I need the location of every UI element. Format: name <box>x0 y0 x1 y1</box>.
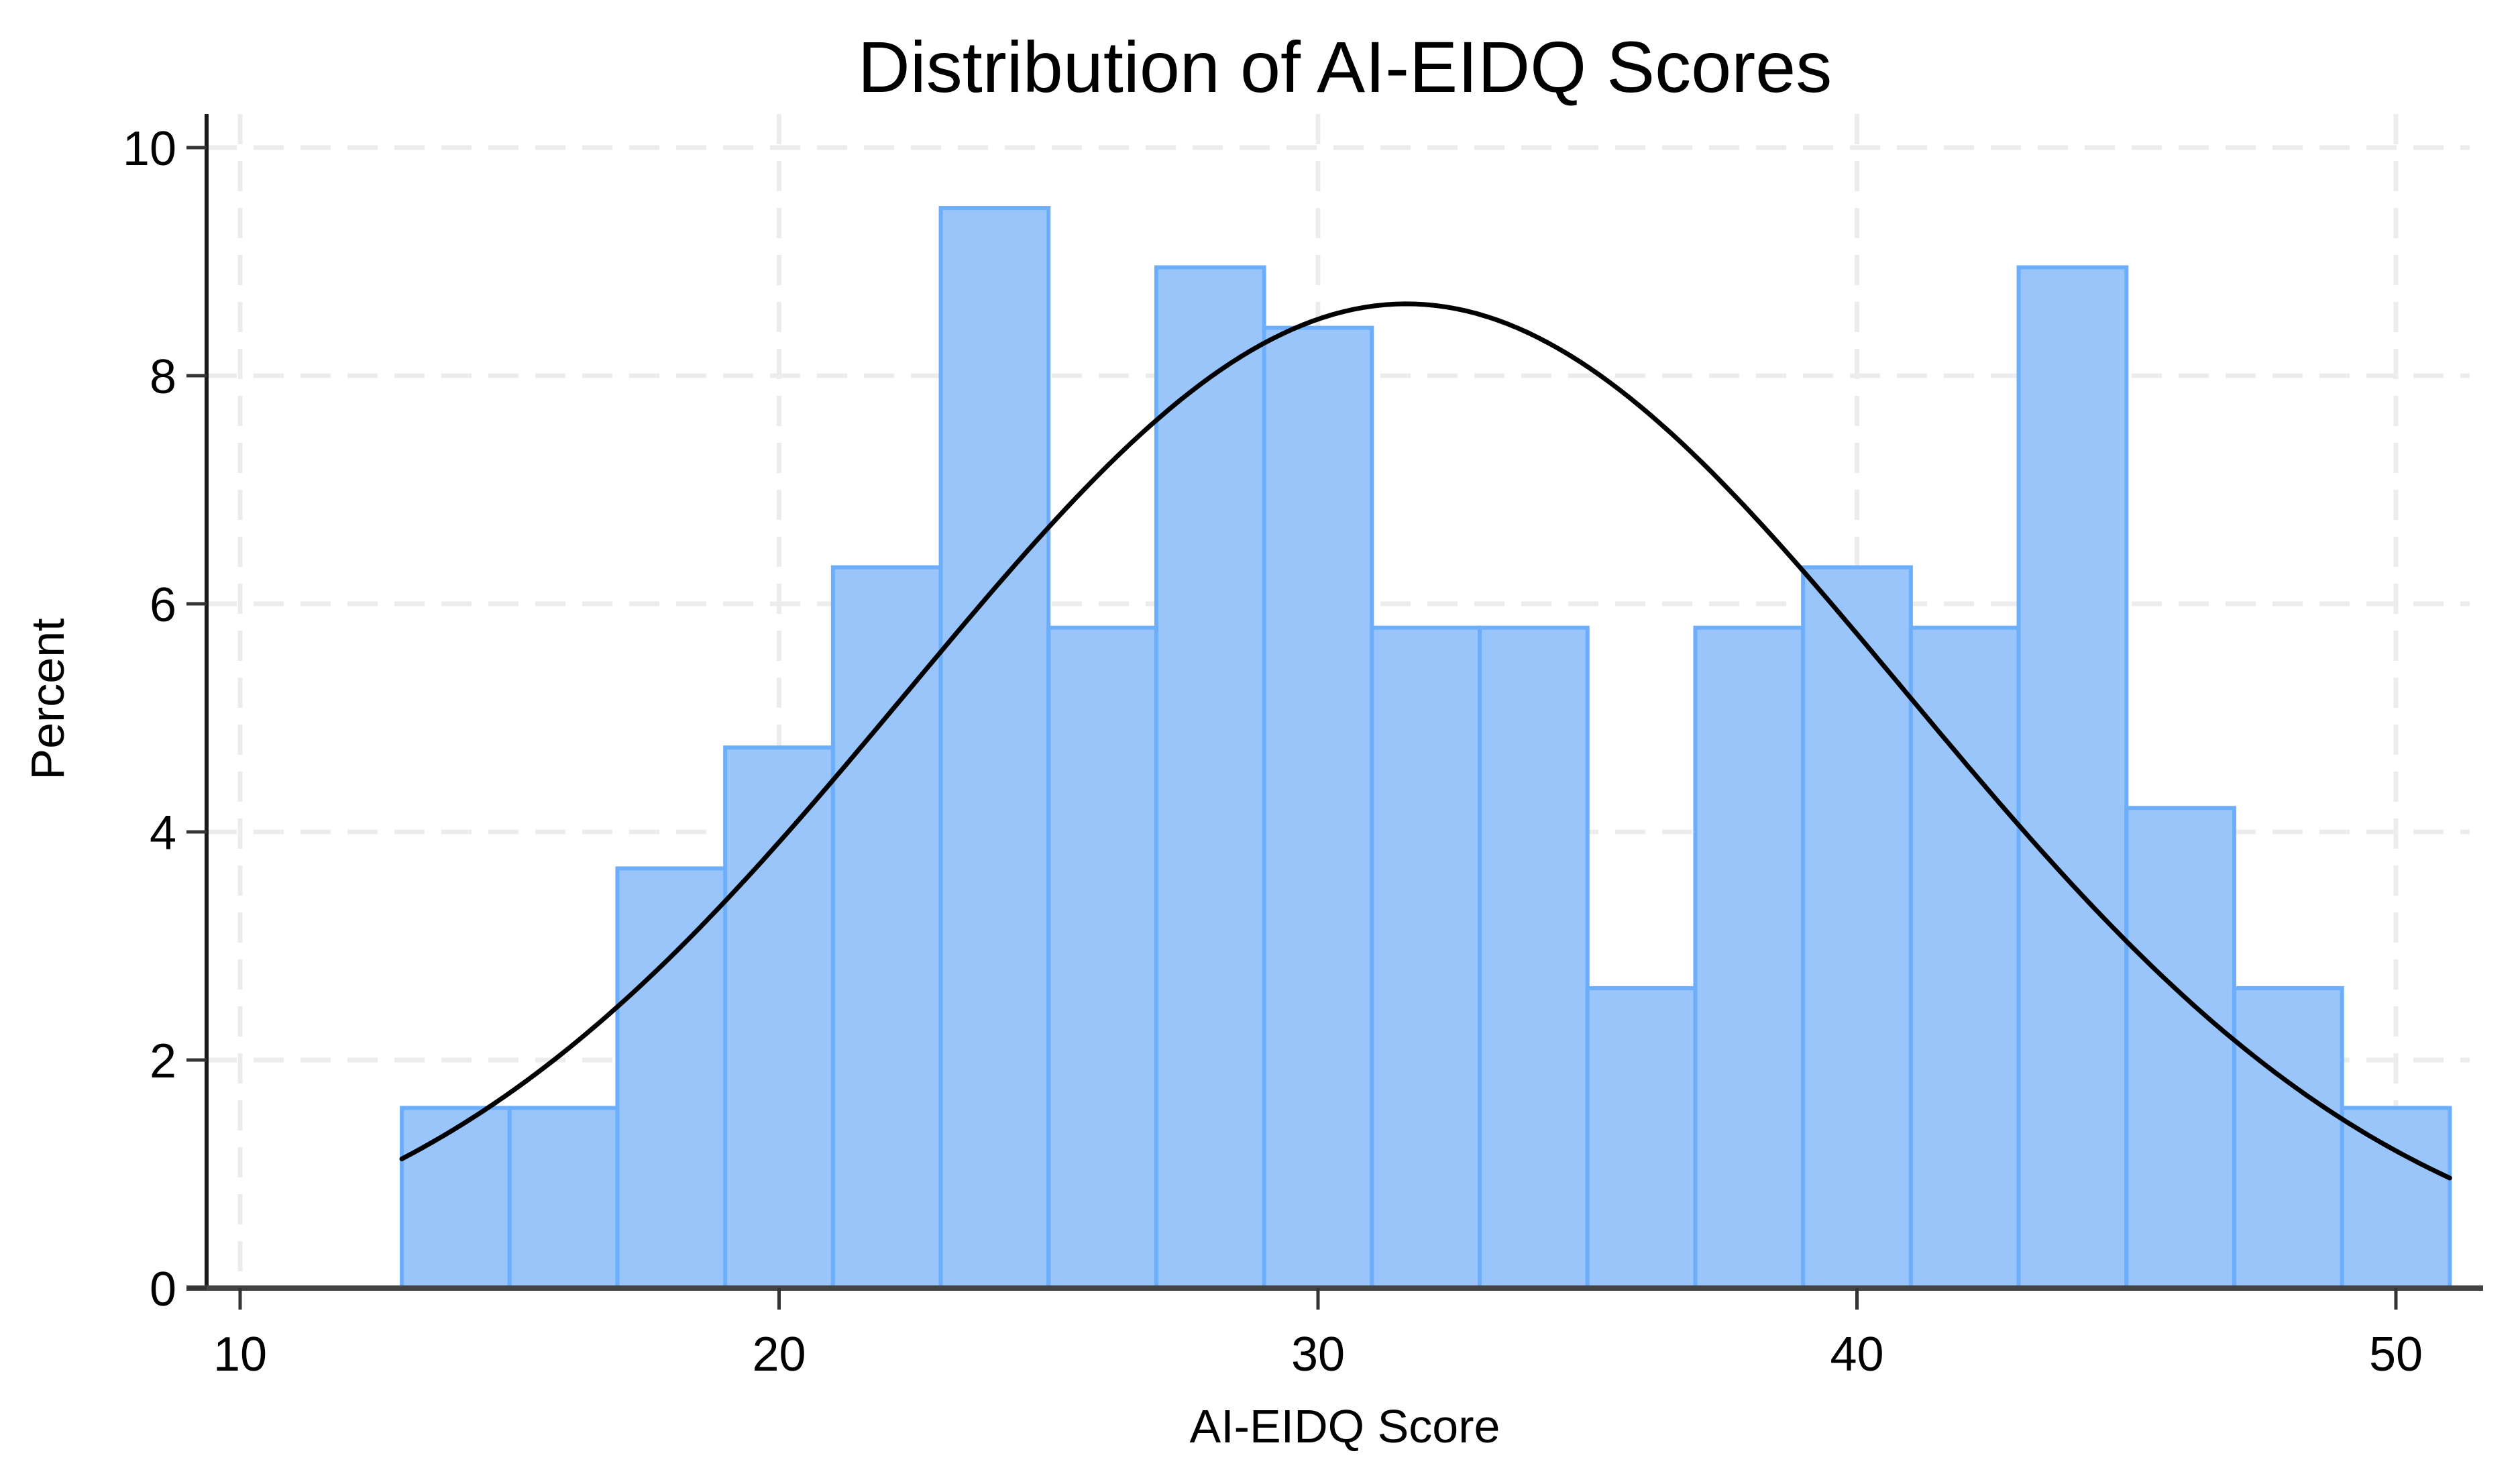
x-axis-ticks: 10 20 30 40 50 <box>213 1288 2423 1381</box>
y-tick-label: 6 <box>150 578 176 632</box>
y-axis-title: Percent <box>21 618 74 780</box>
histogram-bar: 15-17: 1.58% <box>507 1106 620 1291</box>
histogram-bar: 13-15: 1.58% <box>400 1106 512 1291</box>
y-tick-label: 2 <box>150 1035 176 1088</box>
normal-density-curve <box>399 301 2452 1181</box>
chart-title: Distribution of AI-EIDQ Scores <box>858 26 1832 107</box>
y-axis-ticks: 0 2 4 6 8 10 <box>123 122 207 1316</box>
histogram-bar: 45-47: 4.21% <box>2124 806 2236 1291</box>
histogram-bar: 33-35: 5.79% <box>1478 625 1590 1290</box>
histogram-bar: 29-31: 8.42% <box>1262 325 1374 1291</box>
axes <box>186 114 2483 1291</box>
y-tick-label: 8 <box>150 350 176 404</box>
histogram-bar: 41-43: 5.79% <box>1908 625 2021 1290</box>
normal-curve <box>399 301 2452 1181</box>
x-tick-label: 20 <box>752 1328 806 1381</box>
histogram-bar: 25-27: 5.79% <box>1046 625 1158 1290</box>
histogram-bar: 19-21: 4.74% <box>723 745 835 1290</box>
histogram-bar: 17-19: 3.68% <box>615 866 728 1290</box>
x-tick-label: 50 <box>2369 1328 2423 1381</box>
histogram-bar: 49-51: 1.58% <box>2340 1106 2452 1291</box>
x-tick-label: 40 <box>1830 1328 1883 1381</box>
y-tick-label: 0 <box>150 1263 176 1316</box>
x-axis-title: AI-EIDQ Score <box>1190 1400 1500 1452</box>
histogram-bar: 21-23: 6.32% <box>830 565 943 1290</box>
y-tick-label: 4 <box>150 806 176 860</box>
x-tick-label: 30 <box>1291 1328 1345 1381</box>
histogram-bar: 35-37: 2.63% <box>1585 986 1698 1291</box>
histogram-bar: 31-33: 5.79% <box>1370 625 1482 1290</box>
x-tick-label: 10 <box>213 1328 267 1381</box>
histogram-bar: 37-39: 5.79% <box>1693 625 1806 1290</box>
histogram-bars: 13-15: 1.58%15-17: 1.58%17-19: 3.68%19-2… <box>400 206 2452 1291</box>
y-tick-label: 10 <box>123 122 176 176</box>
histogram-bar: 23-25: 9.47% <box>938 206 1051 1291</box>
histogram-bar: 27-29: 8.95% <box>1154 265 1266 1290</box>
histogram-bar: 43-45: 8.95% <box>2016 265 2129 1290</box>
histogram-bar: 47-49: 2.63% <box>2232 986 2344 1291</box>
